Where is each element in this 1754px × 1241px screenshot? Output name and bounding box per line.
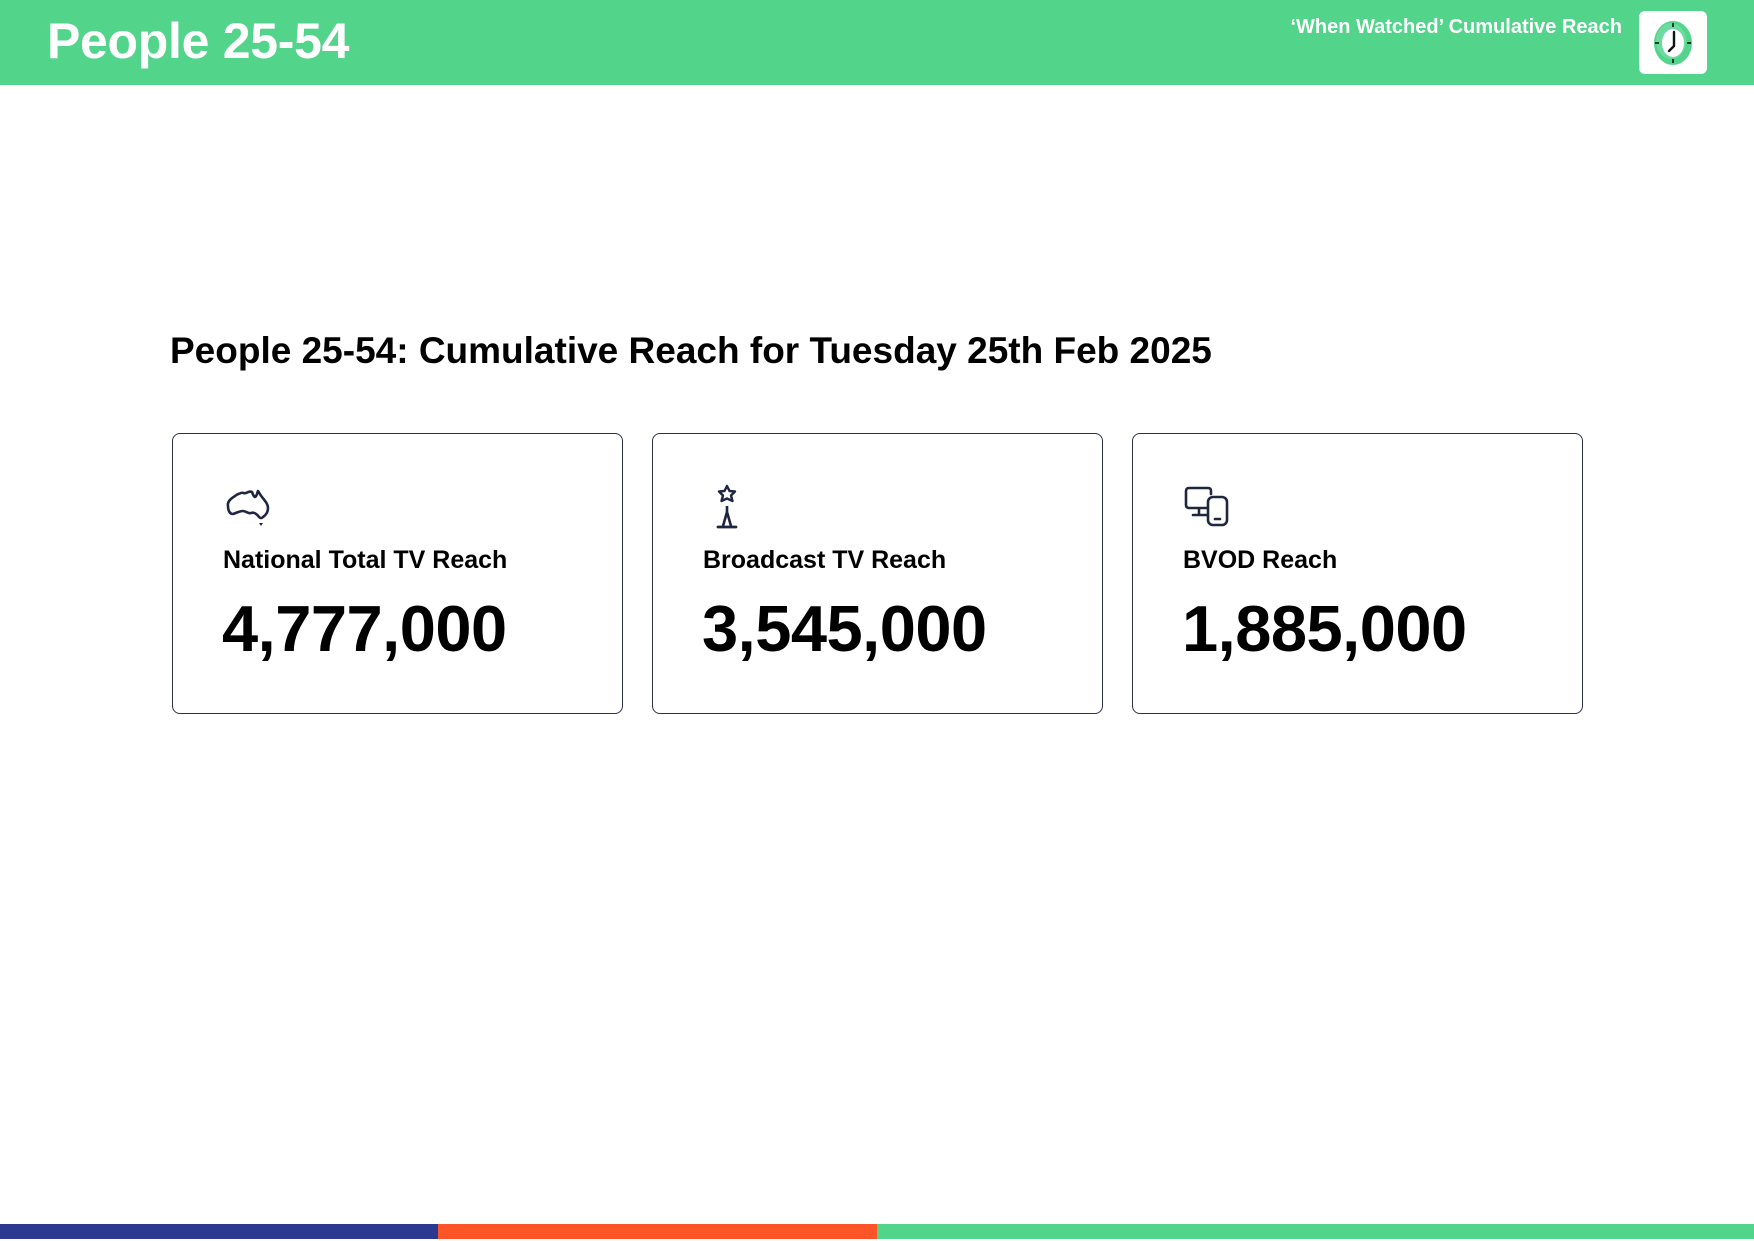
header-subtitle: ‘When Watched’ Cumulative Reach (1290, 16, 1622, 38)
devices-icon (1184, 486, 1229, 527)
footer-segment-blue (0, 1224, 438, 1239)
header-title: People 25-54 (47, 13, 350, 69)
reach-card-national: National Total TV Reach 4,777,000 (172, 433, 623, 714)
card-value: 4,777,000 (222, 592, 507, 665)
card-label: BVOD Reach (1183, 546, 1338, 574)
reach-card-broadcast: Broadcast TV Reach 3,545,000 (652, 433, 1103, 714)
page-heading: People 25-54: Cumulative Reach for Tuesd… (170, 330, 1212, 371)
card-value: 3,545,000 (702, 592, 987, 665)
clock-badge (1639, 11, 1707, 74)
footer-color-bar (0, 1224, 1754, 1239)
card-label: Broadcast TV Reach (703, 546, 947, 574)
australia-map-icon (226, 489, 270, 526)
clock-icon (1654, 20, 1692, 65)
footer-segment-orange (438, 1224, 877, 1239)
card-value: 1,885,000 (1182, 592, 1467, 665)
broadcast-tower-icon (716, 484, 738, 529)
reach-card-bvod: BVOD Reach 1,885,000 (1132, 433, 1583, 714)
card-label: National Total TV Reach (223, 546, 508, 574)
header-bar: People 25-54 ‘When Watched’ Cumulative R… (0, 0, 1754, 85)
footer-segment-green (877, 1224, 1754, 1239)
